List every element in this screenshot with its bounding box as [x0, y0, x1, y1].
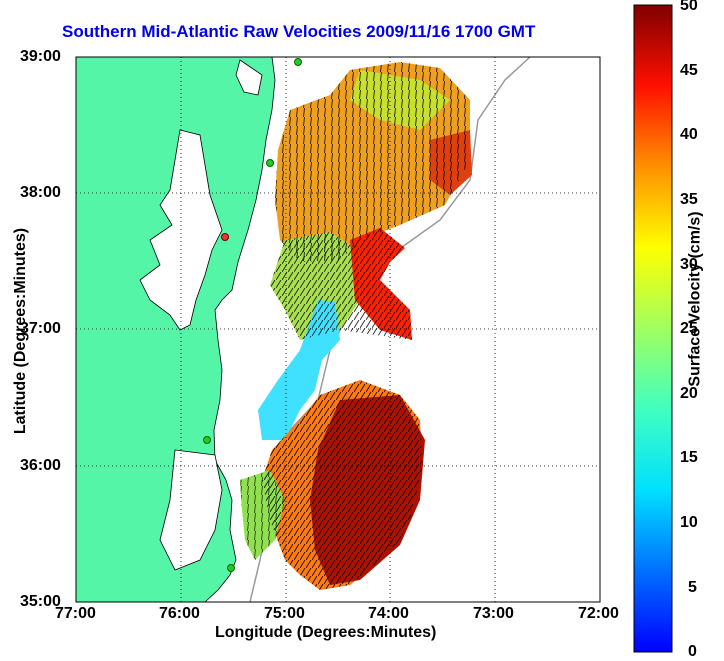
colorbar-tick: 25	[680, 320, 698, 337]
station-dot	[203, 436, 211, 444]
delaware-bay	[235, 59, 263, 96]
x-axis-label: Longitude (Degrees:Minutes)	[215, 624, 437, 641]
colorbar-tick: 20	[680, 385, 698, 402]
colorbar-tick: 10	[680, 514, 698, 531]
y-tick: 35:00	[20, 593, 61, 610]
land	[76, 57, 276, 602]
colorbar-tick: 30	[680, 256, 698, 273]
colorbar	[633, 4, 673, 653]
station-dot	[221, 233, 229, 241]
y-tick: 36:00	[20, 457, 61, 474]
colorbar-tick: 0	[688, 643, 697, 660]
y-tick: 38:00	[20, 184, 61, 201]
x-tick: 76:00	[159, 605, 200, 622]
colorbar-tick: 50	[680, 0, 698, 14]
station-dot	[266, 159, 274, 167]
colorbar-tick: 5	[688, 579, 697, 596]
pamlico-sound	[159, 449, 223, 571]
colorbar-label: Surface Velocity (cm/s)	[686, 211, 704, 387]
x-tick: 75:00	[264, 605, 305, 622]
x-tick: 73:00	[473, 605, 514, 622]
y-axis-label: Latitude (Degrees:Minutes)	[12, 227, 30, 435]
colorbar-tick: 35	[680, 191, 698, 208]
plot-frame	[75, 56, 601, 603]
station-dot	[227, 564, 235, 572]
colorbar-tick: 15	[680, 449, 698, 466]
grid	[76, 57, 600, 602]
colorbar-tick: 40	[680, 126, 698, 143]
x-tick: 74:00	[368, 605, 409, 622]
chart-title: Southern Mid-Atlantic Raw Velocities 200…	[62, 22, 536, 41]
colorbar-tick: 45	[680, 62, 698, 79]
station-dot	[294, 58, 302, 66]
x-tick: 72:00	[578, 605, 619, 622]
x-tick: 77:00	[55, 605, 96, 622]
y-tick: 37:00	[20, 320, 61, 337]
y-tick: 39:00	[20, 48, 61, 65]
